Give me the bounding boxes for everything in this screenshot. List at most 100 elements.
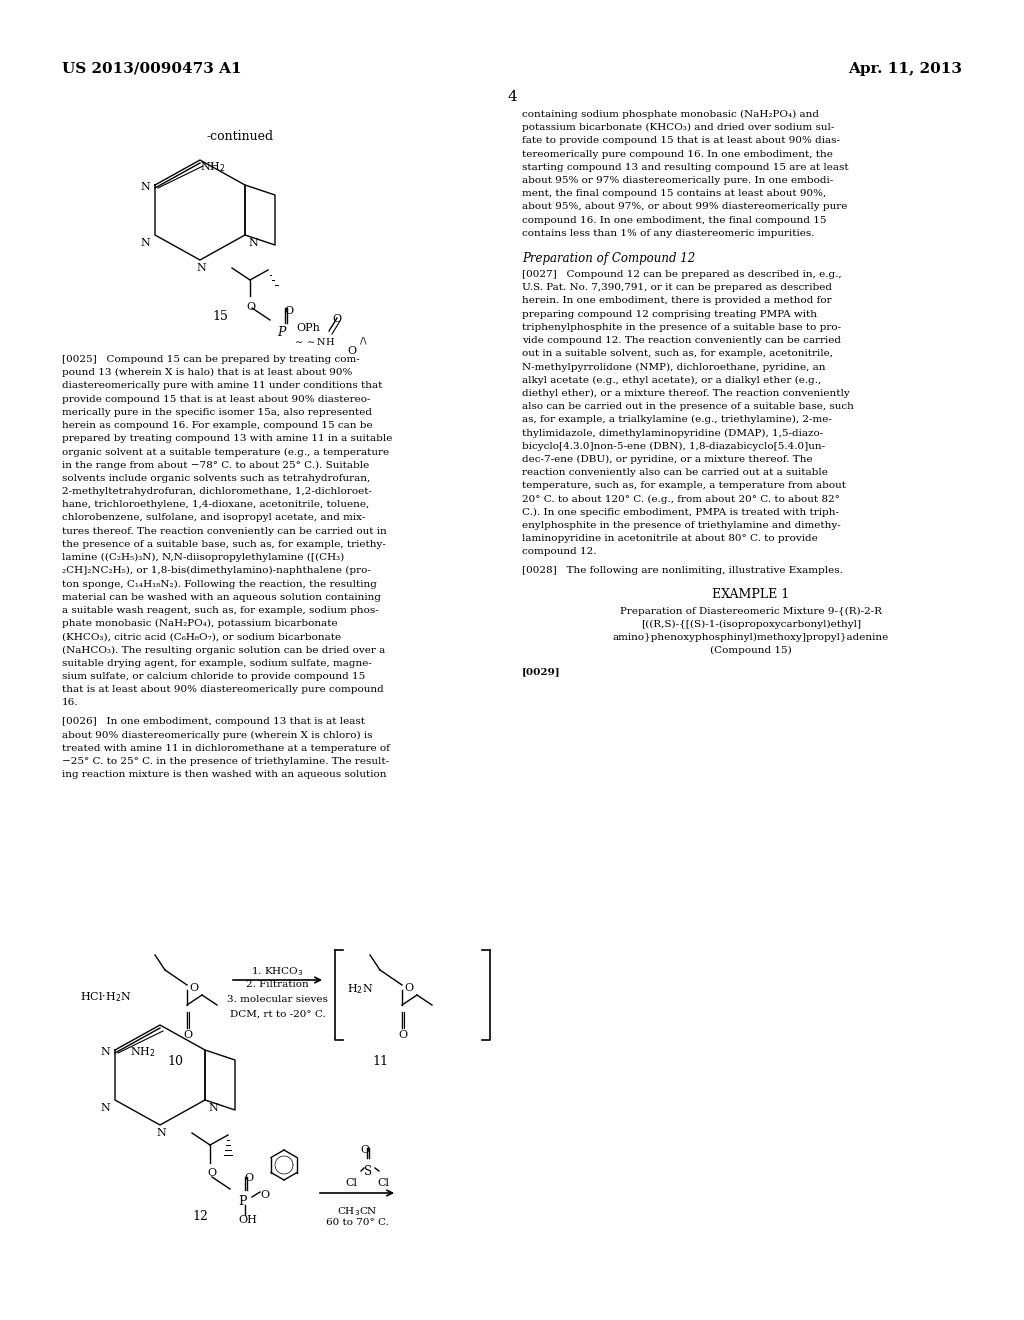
Text: as, for example, a trialkylamine (e.g., triethylamine), 2-me-: as, for example, a trialkylamine (e.g., … [522, 416, 831, 424]
Text: preparing compound 12 comprising treating PMPA with: preparing compound 12 comprising treatin… [522, 310, 817, 318]
Text: amino}phenoxyphosphinyl)methoxy]propyl}adenine: amino}phenoxyphosphinyl)methoxy]propyl}a… [613, 632, 889, 642]
Text: Preparation of Diastereomeric Mixture 9-{(R)-2-R: Preparation of Diastereomeric Mixture 9-… [620, 606, 882, 615]
Text: Cl: Cl [377, 1177, 389, 1188]
Text: lamine ((C₂H₅)₃N), N,N-diisopropylethylamine ([(CH₃): lamine ((C₂H₅)₃N), N,N-diisopropylethyla… [62, 553, 344, 562]
Text: 12: 12 [193, 1210, 208, 1224]
Text: CH$_3$CN: CH$_3$CN [337, 1205, 377, 1218]
Text: 15: 15 [212, 310, 228, 323]
Text: 2-methyltetrahydrofuran, dichloromethane, 1,2-dichloroet-: 2-methyltetrahydrofuran, dichloromethane… [62, 487, 372, 496]
Text: O: O [189, 983, 198, 993]
Text: [0026]   In one embodiment, compound 13 that is at least: [0026] In one embodiment, compound 13 th… [62, 717, 365, 726]
Text: 2. Filtration: 2. Filtration [246, 979, 309, 989]
Text: N: N [196, 263, 206, 273]
Text: containing sodium phosphate monobasic (NaH₂PO₄) and: containing sodium phosphate monobasic (N… [522, 110, 819, 119]
Text: $\sim\sim$NH: $\sim\sim$NH [293, 337, 336, 347]
Text: hane, trichloroethylene, 1,4-dioxane, acetonitrile, toluene,: hane, trichloroethylene, 1,4-dioxane, ac… [62, 500, 370, 510]
Text: O: O [360, 1144, 370, 1155]
Text: (Compound 15): (Compound 15) [710, 645, 792, 655]
Text: ing reaction mixture is then washed with an aqueous solution: ing reaction mixture is then washed with… [62, 770, 386, 779]
Text: EXAMPLE 1: EXAMPLE 1 [713, 589, 790, 602]
Text: dec-7-ene (DBU), or pyridine, or a mixture thereof. The: dec-7-ene (DBU), or pyridine, or a mixtu… [522, 455, 813, 463]
Text: OPh: OPh [296, 323, 319, 333]
Text: material can be washed with an aqueous solution containing: material can be washed with an aqueous s… [62, 593, 381, 602]
Text: P: P [278, 326, 286, 339]
Text: 60 to 70° C.: 60 to 70° C. [326, 1218, 388, 1228]
Text: 10: 10 [167, 1055, 183, 1068]
Text: solvents include organic solvents such as tetrahydrofuran,: solvents include organic solvents such a… [62, 474, 371, 483]
Text: alkyl acetate (e.g., ethyl acetate), or a dialkyl ether (e.g.,: alkyl acetate (e.g., ethyl acetate), or … [522, 376, 821, 384]
Text: about 90% diastereomerically pure (wherein X is chloro) is: about 90% diastereomerically pure (where… [62, 730, 373, 739]
Text: 11: 11 [372, 1055, 388, 1068]
Text: [0025]   Compound 15 can be prepared by treating com-: [0025] Compound 15 can be prepared by tr… [62, 355, 359, 364]
Polygon shape [368, 952, 380, 970]
Text: provide compound 15 that is at least about 90% diastereo-: provide compound 15 that is at least abo… [62, 395, 371, 404]
Text: diethyl ether), or a mixture thereof. The reaction conveniently: diethyl ether), or a mixture thereof. Th… [522, 389, 850, 397]
Text: that is at least about 90% diastereomerically pure compound: that is at least about 90% diastereomeri… [62, 685, 384, 694]
Text: about 95% or 97% diastereomerically pure. In one embodi-: about 95% or 97% diastereomerically pure… [522, 176, 834, 185]
Text: O: O [347, 346, 356, 356]
Text: tures thereof. The reaction conveniently can be carried out in: tures thereof. The reaction conveniently… [62, 527, 387, 536]
Text: also can be carried out in the presence of a suitable base, such: also can be carried out in the presence … [522, 403, 854, 411]
Text: O: O [404, 983, 413, 993]
Text: out in a suitable solvent, such as, for example, acetonitrile,: out in a suitable solvent, such as, for … [522, 350, 833, 358]
Text: O: O [244, 1173, 253, 1183]
Text: about 95%, about 97%, or about 99% diastereomerically pure: about 95%, about 97%, or about 99% diast… [522, 202, 848, 211]
Text: O: O [260, 1191, 269, 1200]
Text: tereomerically pure compound 16. In one embodiment, the: tereomerically pure compound 16. In one … [522, 149, 833, 158]
Text: OH: OH [238, 1214, 257, 1225]
Text: −25° C. to 25° C. in the presence of triethylamine. The result-: −25° C. to 25° C. in the presence of tri… [62, 756, 389, 766]
Text: organic solvent at a suitable temperature (e.g., a temperature: organic solvent at a suitable temperatur… [62, 447, 389, 457]
Text: O: O [398, 1030, 408, 1040]
Text: DCM, rt to -20° C.: DCM, rt to -20° C. [229, 1010, 326, 1019]
Text: pound 13 (wherein X is halo) that is at least about 90%: pound 13 (wherein X is halo) that is at … [62, 368, 352, 378]
Text: 3. molecular sieves: 3. molecular sieves [227, 995, 328, 1005]
Text: the presence of a suitable base, such as, for example, triethy-: the presence of a suitable base, such as… [62, 540, 386, 549]
Text: herein. In one embodiment, there is provided a method for: herein. In one embodiment, there is prov… [522, 297, 831, 305]
Text: S: S [364, 1166, 372, 1177]
Text: ton sponge, C₁₄H₁₈N₂). Following the reaction, the resulting: ton sponge, C₁₄H₁₈N₂). Following the rea… [62, 579, 377, 589]
Text: ment, the final compound 15 contains at least about 90%,: ment, the final compound 15 contains at … [522, 189, 826, 198]
Text: N: N [140, 238, 150, 248]
Text: O: O [332, 314, 341, 323]
Text: N: N [208, 1104, 218, 1113]
Text: temperature, such as, for example, a temperature from about: temperature, such as, for example, a tem… [522, 482, 846, 490]
Text: /\: /\ [360, 337, 367, 345]
Polygon shape [153, 952, 165, 970]
Text: Preparation of Compound 12: Preparation of Compound 12 [522, 252, 695, 265]
Text: contains less than 1% of any diastereomeric impurities.: contains less than 1% of any diastereome… [522, 228, 814, 238]
Text: Cl: Cl [345, 1177, 357, 1188]
Text: N: N [156, 1129, 166, 1138]
Text: compound 16. In one embodiment, the final compound 15: compound 16. In one embodiment, the fina… [522, 215, 826, 224]
Text: HCl·H$_2$N: HCl·H$_2$N [80, 990, 132, 1003]
Text: a suitable wash reagent, such as, for example, sodium phos-: a suitable wash reagent, such as, for ex… [62, 606, 379, 615]
Text: (KHCO₃), citric acid (C₆H₈O₇), or sodium bicarbonate: (KHCO₃), citric acid (C₆H₈O₇), or sodium… [62, 632, 341, 642]
Text: treated with amine 11 in dichloromethane at a temperature of: treated with amine 11 in dichloromethane… [62, 743, 390, 752]
Text: [0028]   The following are nonlimiting, illustrative Examples.: [0028] The following are nonlimiting, il… [522, 566, 843, 576]
Text: 4: 4 [507, 90, 517, 104]
Text: 20° C. to about 120° C. (e.g., from about 20° C. to about 82°: 20° C. to about 120° C. (e.g., from abou… [522, 495, 840, 503]
Text: enylphosphite in the presence of triethylamine and dimethy-: enylphosphite in the presence of triethy… [522, 521, 841, 529]
Text: bicyclo[4.3.0]non-5-ene (DBN), 1,8-diazabicyclo[5.4.0]un-: bicyclo[4.3.0]non-5-ene (DBN), 1,8-diaza… [522, 442, 825, 450]
Text: merically pure in the specific isomer 15a, also represented: merically pure in the specific isomer 15… [62, 408, 372, 417]
Text: C.). In one specific embodiment, PMPA is treated with triph-: C.). In one specific embodiment, PMPA is… [522, 508, 839, 516]
Text: diastereomerically pure with amine 11 under conditions that: diastereomerically pure with amine 11 un… [62, 381, 382, 391]
Text: NH$_2$: NH$_2$ [200, 160, 225, 174]
Text: O: O [246, 302, 255, 312]
Text: compound 12.: compound 12. [522, 548, 597, 556]
Text: [((R,S)-{[(S)-1-(isopropoxycarbonyl)ethyl]: [((R,S)-{[(S)-1-(isopropoxycarbonyl)ethy… [641, 619, 861, 628]
Text: O: O [207, 1168, 216, 1177]
Text: reaction conveniently also can be carried out at a suitable: reaction conveniently also can be carrie… [522, 469, 827, 477]
Text: [0027]   Compound 12 can be prepared as described in, e.g.,: [0027] Compound 12 can be prepared as de… [522, 271, 842, 279]
Text: O: O [284, 306, 293, 315]
Text: laminopyridine in acetonitrile at about 80° C. to provide: laminopyridine in acetonitrile at about … [522, 535, 818, 543]
Text: [0029]: [0029] [522, 667, 560, 676]
Text: thylimidazole, dimethylaminopyridine (DMAP), 1,5-diazo-: thylimidazole, dimethylaminopyridine (DM… [522, 429, 823, 437]
Text: 1. KHCO$_3$: 1. KHCO$_3$ [251, 965, 304, 978]
Text: triphenylphosphite in the presence of a suitable base to pro-: triphenylphosphite in the presence of a … [522, 323, 841, 331]
Text: U.S. Pat. No. 7,390,791, or it can be prepared as described: U.S. Pat. No. 7,390,791, or it can be pr… [522, 284, 831, 292]
Text: H$_2$N: H$_2$N [347, 982, 374, 995]
Text: N: N [100, 1047, 110, 1057]
Text: -continued: -continued [207, 129, 273, 143]
Text: herein as compound 16. For example, compound 15 can be: herein as compound 16. For example, comp… [62, 421, 373, 430]
Text: Apr. 11, 2013: Apr. 11, 2013 [848, 62, 962, 77]
